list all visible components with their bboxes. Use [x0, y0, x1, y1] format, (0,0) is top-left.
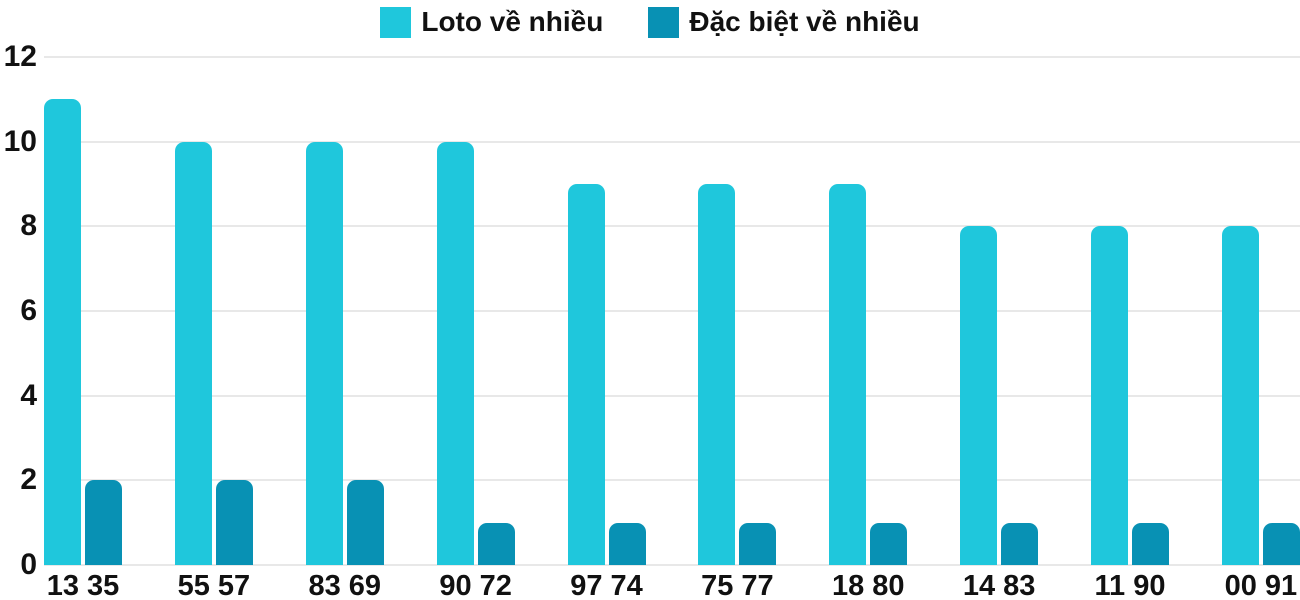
legend-item-loto[interactable]: Loto về nhiều: [380, 6, 603, 38]
bar-group-00-91: 00 91: [1221, 57, 1300, 600]
bar-dacbiet-13-35[interactable]: [85, 480, 122, 565]
bar-group-55-57: 55 57: [174, 57, 253, 600]
bar-dacbiet-11-90[interactable]: [1132, 522, 1169, 565]
x-tick-label-75-77: 75 77: [701, 570, 774, 600]
legend-swatch-dacbiet-icon: [648, 6, 680, 38]
bar-group-11-90: 11 90: [1091, 57, 1169, 600]
x-tick-label-90-72: 90 72: [439, 570, 512, 600]
x-tick-label-00-91: 00 91: [1224, 570, 1298, 600]
bar-dacbiet-83-69[interactable]: [346, 480, 384, 565]
gridline-12: [44, 56, 1300, 58]
bar-loto-90-72[interactable]: [436, 141, 474, 565]
y-tick-label-0: 0: [20, 548, 37, 581]
bar-group-13-35: 13 35: [44, 57, 122, 600]
bar-dacbiet-18-80[interactable]: [870, 522, 908, 565]
chart-legend: Loto về nhiều Đặc biệt về nhiều: [0, 6, 1300, 38]
y-tick-label-12: 12: [3, 40, 37, 73]
bar-loto-55-57[interactable]: [174, 141, 212, 565]
x-tick-label-14-83: 14 83: [962, 570, 1036, 600]
legend-label-loto: Loto về nhiều: [421, 6, 604, 37]
legend-item-dacbiet[interactable]: Đặc biệt về nhiều: [648, 6, 920, 38]
gridline-6: [44, 310, 1300, 312]
bar-group-90-72: 90 72: [436, 57, 515, 600]
bar-loto-18-80[interactable]: [829, 184, 867, 565]
gridline-4: [44, 394, 1300, 397]
bar-dacbiet-97-74[interactable]: [608, 522, 646, 565]
bar-dacbiet-14-83[interactable]: [1001, 522, 1039, 565]
x-tick-label-55-57: 55 57: [177, 570, 251, 600]
x-tick-label-11-90: 11 90: [1094, 570, 1166, 600]
y-tick-label-6: 6: [20, 294, 37, 327]
y-tick-label-8: 8: [20, 209, 37, 243]
bar-dacbiet-55-57[interactable]: [215, 480, 253, 565]
x-tick-label-97-74: 97 74: [570, 570, 643, 600]
x-tick-label-13-35: 13 35: [46, 570, 120, 600]
y-tick-label-2: 2: [20, 463, 37, 497]
y-tick-label-4: 4: [20, 378, 37, 412]
bar-loto-11-90[interactable]: [1091, 226, 1128, 565]
gridline-8: [44, 225, 1300, 228]
bar-loto-13-35[interactable]: [44, 99, 81, 565]
y-tick-label-10: 10: [3, 124, 37, 158]
gridline-10: [44, 140, 1300, 143]
bar-loto-75-77[interactable]: [698, 184, 736, 565]
bar-dacbiet-75-77[interactable]: [739, 522, 777, 565]
bar-group-18-80: 18 80: [829, 57, 908, 600]
bar-group-75-77: 75 77: [698, 57, 777, 600]
bar-group-14-83: 14 83: [960, 57, 1039, 600]
bar-groups: 13 35 55 57 83 69 90 72 97 74 75 77 18 80 14 83…: [44, 57, 1300, 600]
bar-dacbiet-00-91[interactable]: [1262, 522, 1300, 565]
plot-area: 0 2 4 6 8 10 12 13 35 55 57 83 69 90 72 97 74 75 77…: [4, 42, 1300, 600]
x-tick-label-18-80: 18 80: [831, 570, 905, 600]
bar-loto-14-83[interactable]: [960, 226, 998, 565]
bar-group-97-74: 97 74: [567, 57, 646, 600]
legend-label-dacbiet: Đặc biệt về nhiều: [689, 6, 920, 37]
gridline-0: [44, 564, 1300, 566]
bar-group-83-69: 83 69: [305, 57, 384, 600]
bar-loto-00-91[interactable]: [1221, 226, 1259, 565]
legend-swatch-loto-icon: [380, 6, 412, 38]
bar-loto-83-69[interactable]: [305, 141, 343, 565]
bar-dacbiet-90-72[interactable]: [477, 522, 515, 565]
bar-loto-97-74[interactable]: [567, 184, 605, 565]
x-tick-label-83-69: 83 69: [308, 570, 382, 600]
gridline-2: [44, 479, 1300, 482]
